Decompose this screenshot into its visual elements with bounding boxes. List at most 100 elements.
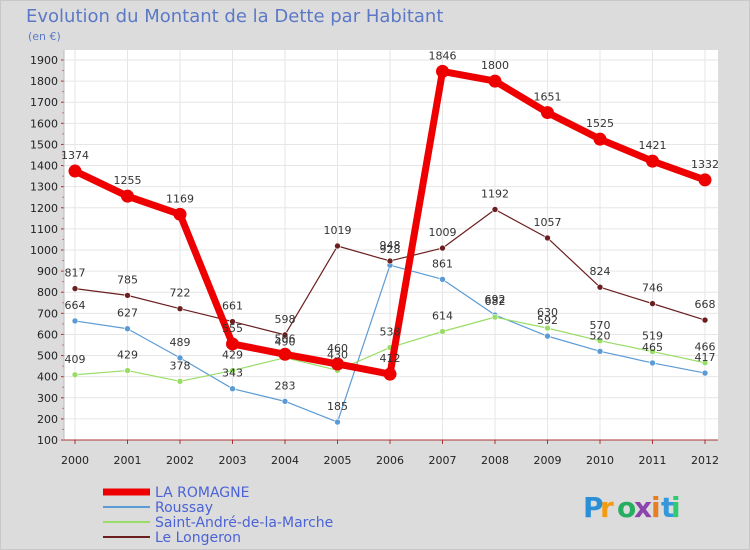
data-point — [491, 313, 499, 321]
y-tick-label: 1900 — [30, 54, 58, 67]
data-point — [596, 283, 604, 291]
data-label: 746 — [642, 282, 663, 295]
data-point — [229, 318, 236, 325]
data-point — [176, 305, 184, 312]
data-label: 948 — [380, 239, 401, 252]
y-tick-label: 1100 — [30, 223, 58, 236]
data-label: 417 — [695, 351, 716, 364]
data-point — [596, 348, 604, 355]
y-tick-label: 1500 — [30, 138, 58, 151]
data-point — [71, 285, 79, 292]
data-label: 570 — [590, 319, 611, 332]
y-axis: 100 200 300 400 500 600 700 800 900 1000 1100 1200 1… — [30, 50, 65, 447]
x-tick-label: 2010 — [586, 454, 614, 467]
data-point — [124, 367, 131, 374]
data-label: 614 — [432, 309, 453, 322]
data-label: 785 — [117, 273, 138, 286]
logo-letter: P — [583, 491, 604, 524]
data-label: 630 — [537, 306, 558, 319]
data-label: 283 — [275, 379, 296, 392]
data-label: 506 — [275, 332, 296, 345]
data-point — [541, 106, 554, 120]
legend-label: LA ROMAGNE — [155, 485, 249, 501]
data-point — [649, 300, 656, 307]
y-tick-label: 600 — [37, 328, 58, 341]
y-tick-label: 300 — [37, 392, 58, 405]
y-tick-label: 900 — [37, 265, 58, 278]
legend: LA ROMAGNERoussaySaint-André-de-la-March… — [103, 485, 333, 546]
x-tick-label: 2003 — [219, 454, 247, 467]
data-label: 1332 — [691, 158, 719, 171]
data-point — [701, 369, 709, 377]
data-point — [596, 337, 604, 345]
data-point — [439, 276, 446, 283]
data-label: 429 — [117, 349, 138, 362]
chart-title: Evolution du Montant de la Dette par Hab… — [26, 6, 443, 27]
data-point — [71, 371, 79, 379]
data-label: 1192 — [481, 187, 509, 200]
data-point — [386, 257, 394, 265]
x-tick-label: 2004 — [271, 454, 299, 467]
y-tick-label: 400 — [37, 371, 58, 384]
data-label: 1255 — [114, 174, 142, 187]
x-axis: 2000 2001 2002 2003 2004 2005 2006 2007 2008 2009… — [61, 439, 719, 467]
data-point — [544, 234, 551, 242]
y-tick-label: 1000 — [30, 244, 58, 257]
x-tick-label: 2006 — [376, 454, 404, 467]
data-label: 555 — [222, 322, 243, 335]
data-point — [488, 74, 502, 88]
data-label: 1009 — [429, 226, 457, 239]
data-point — [173, 207, 187, 221]
data-label: 722 — [170, 287, 191, 300]
y-tick-label: 100 — [37, 434, 58, 447]
data-point — [229, 367, 236, 374]
data-label: 1421 — [639, 139, 667, 152]
data-label: 378 — [170, 359, 191, 372]
data-label: 1651 — [534, 91, 562, 104]
legend-label: Saint-André-de-la-Marche — [155, 515, 333, 531]
data-label: 343 — [222, 367, 243, 380]
series-group — [68, 64, 712, 426]
data-point — [121, 189, 134, 203]
data-point — [649, 348, 656, 355]
data-point — [331, 357, 344, 371]
logo-letter: i — [671, 491, 681, 524]
data-label: 1374 — [61, 149, 89, 162]
legend-label: Roussay — [155, 500, 213, 516]
data-label: 465 — [642, 341, 663, 354]
proxiti-logo: Pr oxi ti — [583, 491, 681, 524]
data-point — [439, 244, 446, 252]
data-label: 1057 — [534, 216, 562, 229]
data-point — [698, 173, 712, 187]
x-tick-label: 2008 — [481, 454, 509, 467]
data-point — [334, 418, 341, 426]
data-label: 661 — [222, 300, 243, 313]
data-point — [176, 354, 184, 362]
x-tick-label: 2000 — [61, 454, 89, 467]
data-point — [649, 359, 656, 367]
logo-letter: x — [634, 491, 652, 524]
data-point — [229, 385, 236, 393]
data-point — [491, 206, 499, 213]
data-label: 861 — [432, 257, 453, 270]
data-point — [544, 324, 551, 332]
data-label: 1169 — [166, 192, 194, 205]
data-point — [646, 154, 659, 168]
data-point — [226, 337, 239, 351]
x-tick-label: 2007 — [429, 454, 457, 467]
data-point — [593, 132, 607, 146]
data-label: 460 — [327, 342, 348, 355]
data-point — [124, 292, 131, 299]
logo-letter: r — [600, 491, 614, 524]
data-label: 466 — [695, 341, 716, 354]
data-label: 520 — [590, 329, 611, 342]
data-point — [278, 347, 292, 361]
data-label: 429 — [222, 349, 243, 362]
data-point — [176, 378, 184, 385]
data-label: 928 — [380, 243, 401, 256]
y-tick-label: 1700 — [30, 96, 58, 109]
data-point — [281, 398, 289, 405]
chart-subtitle: (en €) — [28, 30, 61, 43]
data-label: 668 — [695, 298, 716, 311]
